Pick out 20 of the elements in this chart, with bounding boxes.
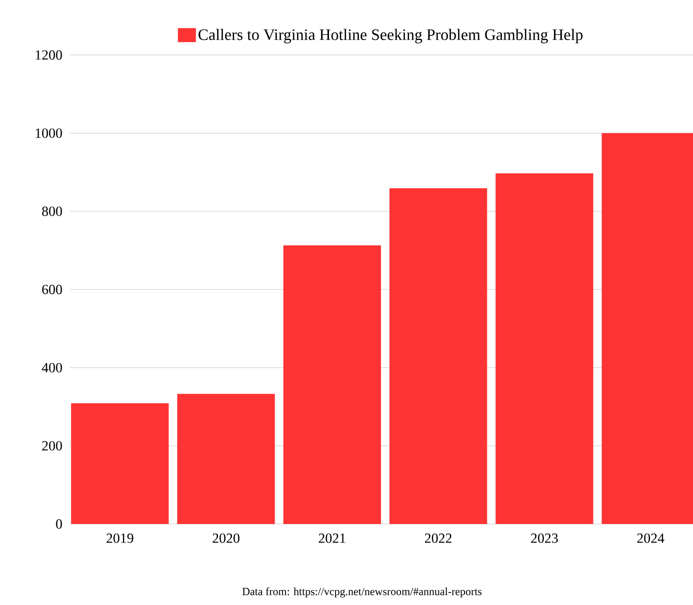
x-tick-label: 2020 — [212, 534, 240, 543]
y-tick-label: 0 — [56, 519, 62, 529]
x-tick-label: 2019 — [106, 534, 134, 543]
bar — [496, 173, 594, 524]
y-tick-label: 600 — [42, 284, 62, 294]
x-tick-label: 2024 — [637, 534, 664, 543]
y-tick-label: 800 — [42, 206, 62, 216]
text: Data from: https://vcpg.net/newsroom/#annual-reports — [242, 587, 482, 598]
x-tick-label: 2023 — [531, 534, 558, 543]
legend-label: Callers to Virginia Hotline Seeking Problem Gambling Help — [198, 28, 583, 44]
y-tick-label: 200 — [42, 441, 62, 451]
bar — [177, 394, 275, 524]
bar — [389, 188, 488, 524]
x-tick-label: 2022 — [424, 534, 452, 543]
x-tick-label: 2021 — [318, 534, 346, 543]
y-tick-label: 1000 — [36, 128, 62, 138]
y-tick-label: 400 — [42, 362, 62, 372]
bar — [71, 403, 169, 524]
bar — [283, 245, 381, 524]
y-tick-label: 1200 — [36, 50, 62, 60]
